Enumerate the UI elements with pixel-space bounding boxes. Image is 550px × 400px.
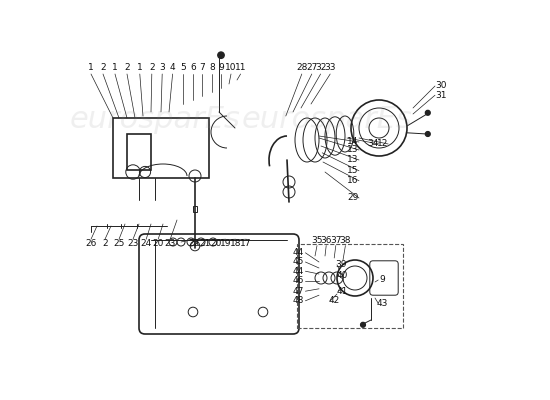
Text: 22: 22 (189, 240, 200, 248)
Text: 39: 39 (336, 260, 346, 269)
Text: 9: 9 (379, 276, 385, 284)
Text: 34: 34 (367, 140, 379, 148)
Text: 42: 42 (328, 296, 340, 305)
Text: 44: 44 (293, 248, 304, 257)
Text: 38: 38 (340, 236, 351, 245)
Text: 41: 41 (337, 287, 348, 296)
Text: 21: 21 (199, 240, 211, 248)
Text: 23: 23 (164, 240, 176, 248)
Text: 10: 10 (226, 64, 236, 72)
Text: 2: 2 (149, 64, 155, 72)
Text: 31: 31 (435, 91, 447, 100)
Text: 43: 43 (377, 299, 388, 308)
Text: 24: 24 (141, 240, 152, 248)
Text: 13: 13 (347, 156, 359, 164)
Text: 1: 1 (137, 64, 142, 72)
Text: 20: 20 (211, 240, 222, 248)
Text: 46: 46 (293, 276, 304, 285)
Bar (127, 134, 151, 170)
Text: 44: 44 (293, 267, 304, 276)
Text: 14: 14 (347, 138, 359, 146)
Text: 2: 2 (100, 64, 106, 72)
Text: 40: 40 (337, 271, 348, 280)
Text: 6: 6 (190, 64, 196, 72)
Text: eurosparEs: eurosparEs (241, 106, 412, 134)
Text: 12: 12 (377, 140, 388, 148)
Circle shape (425, 110, 430, 115)
Circle shape (361, 322, 365, 327)
Text: 25: 25 (113, 240, 125, 248)
Text: 8: 8 (209, 64, 214, 72)
Text: 37: 37 (330, 236, 342, 245)
Text: 5: 5 (180, 64, 186, 72)
Text: 28: 28 (296, 64, 307, 72)
Text: eurosparEs: eurosparEs (69, 106, 240, 134)
Bar (193, 206, 197, 212)
Text: 7: 7 (199, 64, 205, 72)
Bar (297, 244, 403, 328)
Circle shape (218, 52, 224, 58)
Text: 32: 32 (315, 64, 326, 72)
Text: 1: 1 (112, 64, 118, 72)
Text: 26: 26 (85, 240, 97, 248)
Text: 18: 18 (230, 240, 241, 248)
Bar (113, 118, 209, 178)
Text: 36: 36 (321, 236, 332, 245)
Text: 19: 19 (220, 240, 232, 248)
Text: 30: 30 (435, 82, 447, 90)
Text: 2: 2 (102, 240, 108, 248)
Circle shape (425, 132, 430, 136)
Text: 47: 47 (293, 287, 304, 296)
Text: 48: 48 (293, 296, 304, 305)
Text: 29: 29 (347, 194, 359, 202)
Text: 9: 9 (218, 64, 224, 72)
Text: 15: 15 (347, 166, 359, 175)
Text: 45: 45 (293, 258, 304, 266)
Text: 35: 35 (311, 236, 323, 245)
Text: 2: 2 (124, 64, 130, 72)
Text: 3: 3 (160, 64, 165, 72)
Text: 33: 33 (324, 64, 336, 72)
Text: 17: 17 (240, 240, 252, 248)
Text: 20: 20 (152, 240, 164, 248)
Text: 23: 23 (127, 240, 139, 248)
Text: 27: 27 (306, 64, 317, 72)
Text: 13: 13 (347, 146, 359, 154)
Text: 1: 1 (88, 64, 94, 72)
Text: 11: 11 (235, 64, 246, 72)
Text: 16: 16 (347, 176, 359, 185)
Text: 4: 4 (170, 64, 175, 72)
